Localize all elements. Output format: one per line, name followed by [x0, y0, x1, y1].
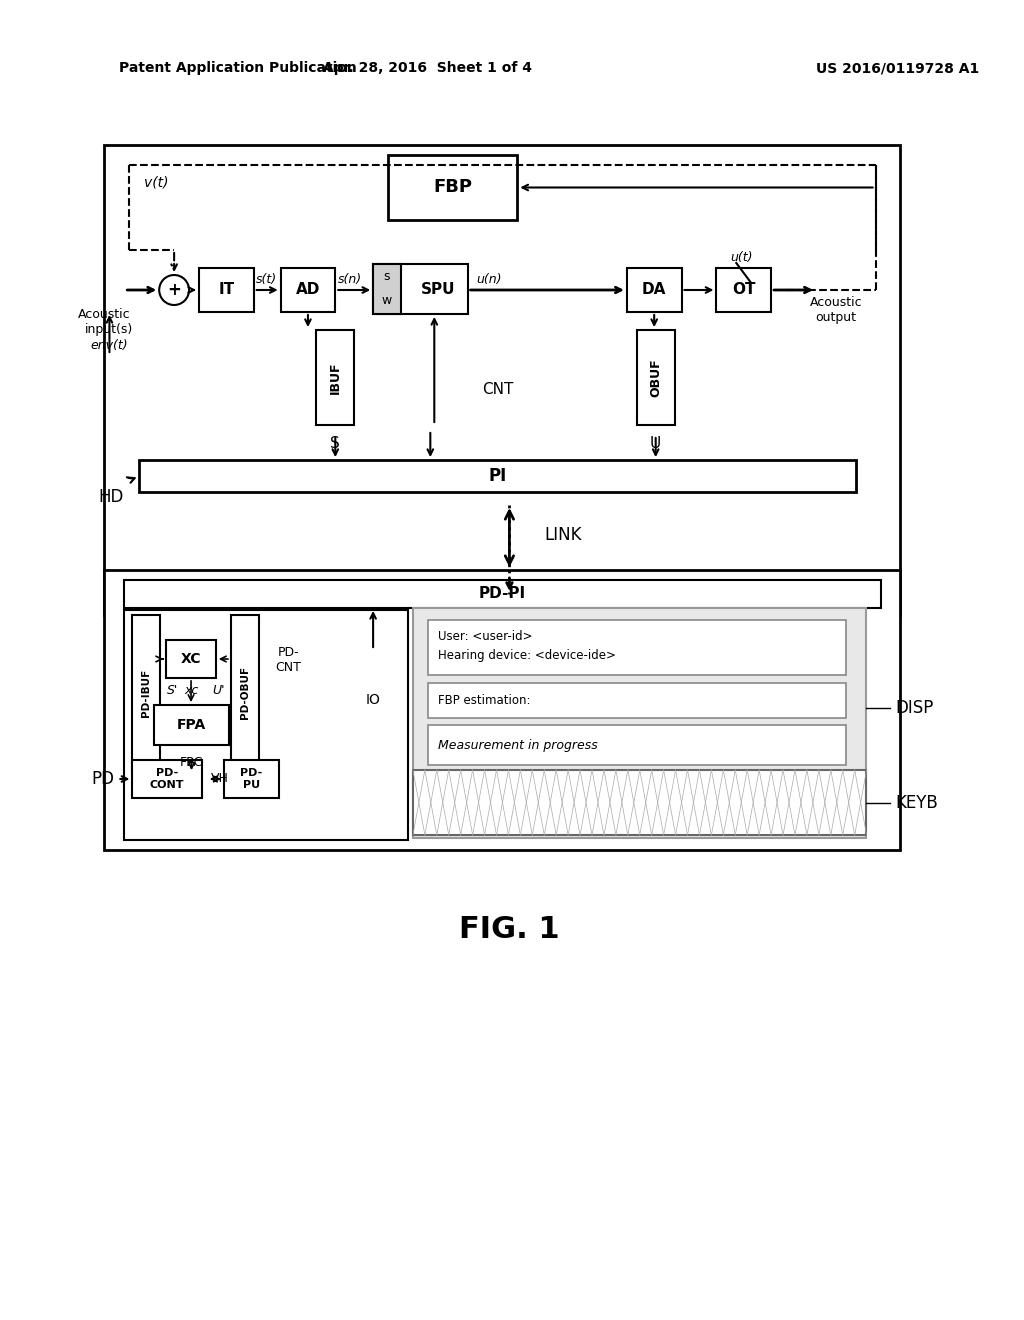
Text: PI: PI — [488, 467, 507, 484]
Text: KEYB: KEYB — [895, 793, 938, 812]
Text: PD-
CONT: PD- CONT — [150, 768, 184, 789]
Text: FPA: FPA — [177, 718, 206, 733]
Bar — [199, 268, 254, 312]
Text: PD-
PU: PD- PU — [240, 768, 262, 789]
Bar — [627, 268, 682, 312]
Text: US 2016/0119728 A1: US 2016/0119728 A1 — [816, 61, 979, 75]
Text: PD-IBUF: PD-IBUF — [141, 668, 152, 717]
Text: FBP: FBP — [433, 178, 472, 197]
Text: FIG. 1: FIG. 1 — [459, 916, 560, 945]
Bar — [281, 268, 335, 312]
Text: input(s): input(s) — [85, 323, 133, 337]
Text: DISP: DISP — [895, 700, 934, 717]
Bar — [230, 615, 259, 770]
Text: VH: VH — [211, 772, 228, 785]
Text: s: s — [384, 269, 390, 282]
Text: OBUF: OBUF — [649, 358, 663, 397]
Bar — [166, 640, 216, 678]
Bar — [637, 330, 675, 425]
Text: SPU: SPU — [421, 281, 455, 297]
Bar — [388, 154, 517, 220]
Text: IT: IT — [218, 282, 234, 297]
Text: +: + — [167, 281, 181, 300]
Text: FBP estimation:: FBP estimation: — [438, 694, 530, 708]
Bar — [124, 579, 881, 609]
Text: PD-OBUF: PD-OBUF — [240, 665, 250, 719]
Bar — [132, 760, 202, 799]
Text: Hearing device: <device-ide>: Hearing device: <device-ide> — [438, 648, 615, 661]
Bar — [413, 770, 865, 836]
Text: w: w — [382, 294, 392, 308]
Text: U: U — [650, 436, 662, 450]
Text: CNT: CNT — [482, 383, 513, 397]
Text: LINK: LINK — [544, 525, 582, 544]
Bar — [717, 268, 771, 312]
Text: PD-
CNT: PD- CNT — [275, 645, 301, 675]
Text: PD: PD — [91, 770, 114, 788]
Bar — [104, 145, 900, 615]
Text: output: output — [815, 310, 856, 323]
Text: DA: DA — [642, 282, 667, 297]
Text: Patent Application Publication: Patent Application Publication — [120, 61, 357, 75]
Bar — [428, 682, 846, 718]
Bar — [124, 610, 408, 840]
Text: U': U' — [213, 684, 225, 697]
Text: Measurement in progress: Measurement in progress — [438, 738, 598, 751]
Text: Acoustic: Acoustic — [78, 309, 131, 322]
Bar — [104, 570, 900, 850]
Bar — [373, 264, 468, 314]
Bar — [428, 725, 846, 766]
Text: Acoustic: Acoustic — [809, 296, 862, 309]
Text: xc: xc — [184, 685, 199, 697]
Bar — [373, 264, 401, 314]
Text: AD: AD — [296, 282, 321, 297]
Text: HD: HD — [98, 488, 124, 506]
Text: v(t): v(t) — [144, 176, 169, 190]
Text: IBUF: IBUF — [329, 362, 342, 393]
Text: IO: IO — [366, 693, 381, 708]
Text: s(t): s(t) — [256, 273, 278, 286]
Bar — [316, 330, 354, 425]
Text: S': S' — [167, 684, 178, 697]
Text: s(n): s(n) — [338, 273, 362, 286]
Text: env(t): env(t) — [91, 339, 128, 352]
Text: XC: XC — [181, 652, 202, 667]
Text: PD-PI: PD-PI — [479, 586, 526, 602]
Text: u(t): u(t) — [730, 252, 753, 264]
Text: S: S — [331, 436, 340, 450]
Text: OT: OT — [732, 282, 756, 297]
Bar — [428, 620, 846, 675]
Text: User: <user-id>: User: <user-id> — [438, 630, 532, 643]
Text: Apr. 28, 2016  Sheet 1 of 4: Apr. 28, 2016 Sheet 1 of 4 — [324, 61, 532, 75]
Bar — [139, 459, 856, 492]
Bar — [155, 705, 228, 744]
Text: FPC: FPC — [180, 756, 203, 770]
Bar — [224, 760, 279, 799]
Text: u(n): u(n) — [477, 273, 503, 286]
Bar — [132, 615, 160, 770]
Bar — [413, 609, 865, 838]
